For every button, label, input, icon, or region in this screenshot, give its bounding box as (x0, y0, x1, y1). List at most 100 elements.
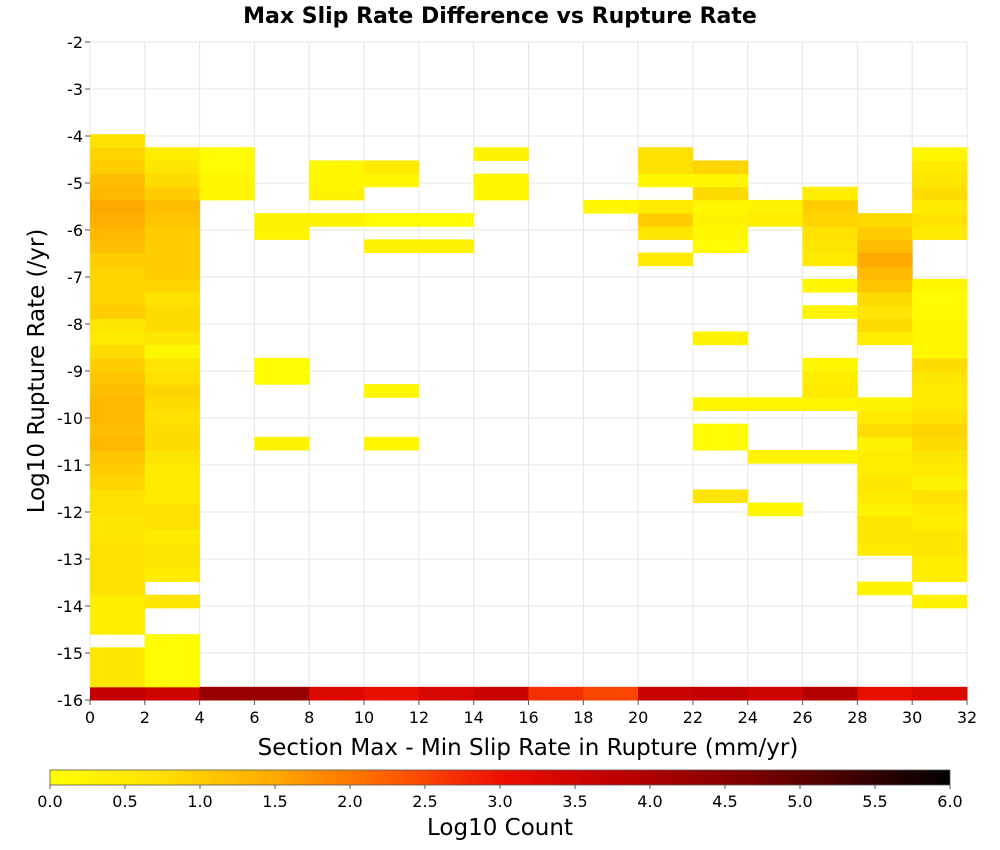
heatmap-cell (912, 318, 968, 333)
heatmap-cell (364, 384, 420, 398)
heatmap-cell (144, 515, 201, 530)
heatmap-cell (692, 239, 749, 254)
heatmap-cell (90, 436, 146, 451)
heatmap-cell (857, 581, 913, 596)
heatmap-cell (144, 186, 201, 201)
heatmap-cell (144, 344, 201, 359)
heatmap-cell (802, 213, 858, 227)
heatmap-cell (90, 647, 146, 662)
heatmap-cell (912, 542, 968, 556)
heatmap-cell (857, 436, 913, 451)
heatmap-cell (144, 568, 201, 583)
heatmap-cell (90, 173, 146, 188)
heatmap-cell (692, 489, 749, 504)
x-tick-label: 14 (464, 708, 484, 727)
heatmap-cell (309, 213, 365, 227)
heatmap-cell (692, 213, 749, 227)
heatmap-cell (912, 199, 968, 214)
x-tick-label: 20 (628, 708, 648, 727)
heatmap-cell (418, 239, 475, 254)
heatmap-cell (912, 186, 968, 201)
heatmap-cell (638, 199, 694, 214)
heatmap-cell (144, 331, 201, 346)
heatmap-cell (90, 449, 146, 464)
heatmap-cell (90, 686, 146, 701)
heatmap-cell (857, 542, 913, 556)
colorbar-tick-label: 2.5 (412, 792, 437, 811)
heatmap-cell (144, 410, 201, 425)
x-tick-label: 10 (354, 708, 374, 727)
heatmap-cell (90, 318, 146, 333)
heatmap-cell (692, 226, 749, 240)
heatmap-cell (583, 199, 639, 214)
heatmap-cell (912, 476, 968, 490)
heatmap-cell (912, 305, 968, 319)
y-tick-label: -16 (57, 691, 83, 710)
heatmap-cell (473, 186, 529, 201)
heatmap-cell (912, 502, 968, 517)
heatmap-cell (747, 213, 804, 227)
x-tick-label: 2 (140, 708, 150, 727)
x-tick-label: 12 (409, 708, 429, 727)
y-tick-label: -13 (57, 550, 83, 569)
heatmap-cell (912, 278, 968, 293)
heatmap-cell (857, 318, 913, 333)
heatmap-cell (254, 213, 310, 227)
colorbar (49, 769, 951, 786)
heatmap-cell (90, 594, 146, 609)
heatmap-cell (90, 515, 146, 530)
heatmap-cell (912, 160, 968, 175)
heatmap-cell (364, 239, 420, 254)
heatmap-cell (692, 186, 749, 201)
heatmap-cell (473, 686, 529, 701)
heatmap-cell (144, 226, 201, 240)
heatmap-cell (309, 173, 365, 188)
heatmap-cell (90, 344, 146, 359)
heatmap-cell (857, 305, 913, 319)
heatmap-cell (802, 199, 858, 214)
heatmap-cell (364, 436, 420, 451)
heatmap-cell (857, 515, 913, 530)
heatmap-cells (90, 134, 968, 701)
heatmap-cell (802, 686, 858, 701)
heatmap-cell (90, 673, 146, 688)
heatmap-cell (309, 686, 365, 701)
heatmap-cell (199, 186, 255, 201)
heatmap-cell (90, 581, 146, 596)
heatmap-cell (802, 226, 858, 240)
heatmap-cell (144, 318, 201, 333)
heatmap-cell (857, 463, 913, 477)
heatmap-cell (144, 594, 201, 609)
x-tick-label: 6 (249, 708, 259, 727)
heatmap-cell (254, 226, 310, 240)
heatmap-cell (144, 147, 201, 161)
heatmap-cell (802, 186, 858, 201)
heatmap-cell (912, 357, 968, 372)
heatmap-cell (90, 239, 146, 254)
heatmap-cell (857, 331, 913, 346)
heatmap-cell (912, 449, 968, 464)
heatmap-cell (747, 449, 804, 464)
colorbar-tick-label: 4.5 (712, 792, 737, 811)
colorbar-tick-label: 5.5 (862, 792, 887, 811)
heatmap-cell (144, 555, 201, 569)
heatmap-cell (199, 147, 255, 161)
heatmap-cell (857, 449, 913, 464)
heatmap-cell (90, 278, 146, 293)
heatmap-cell (692, 397, 749, 411)
heatmap-cell (692, 423, 749, 438)
heatmap-cell (912, 410, 968, 425)
chart-title: Max Slip Rate Difference vs Rupture Rate (243, 4, 757, 29)
heatmap-cell (802, 278, 858, 293)
heatmap-cell (90, 147, 146, 161)
heatmap-cell (144, 199, 201, 214)
y-axis-label: Log10 Rupture Rate (/yr) (24, 229, 50, 514)
heatmap-cell (254, 371, 310, 385)
heatmap-cell (364, 213, 420, 227)
colorbar-ticks: 0.0 0.5 1.0 1.5 2.0 2.5 3.0 3.5 4.0 4.5 5.0 5.5 6.0 (37, 785, 963, 811)
x-tick-label: 24 (738, 708, 758, 727)
heatmap-cell (144, 173, 201, 188)
x-tick-label: 4 (195, 708, 205, 727)
heatmap-cell (857, 292, 913, 306)
